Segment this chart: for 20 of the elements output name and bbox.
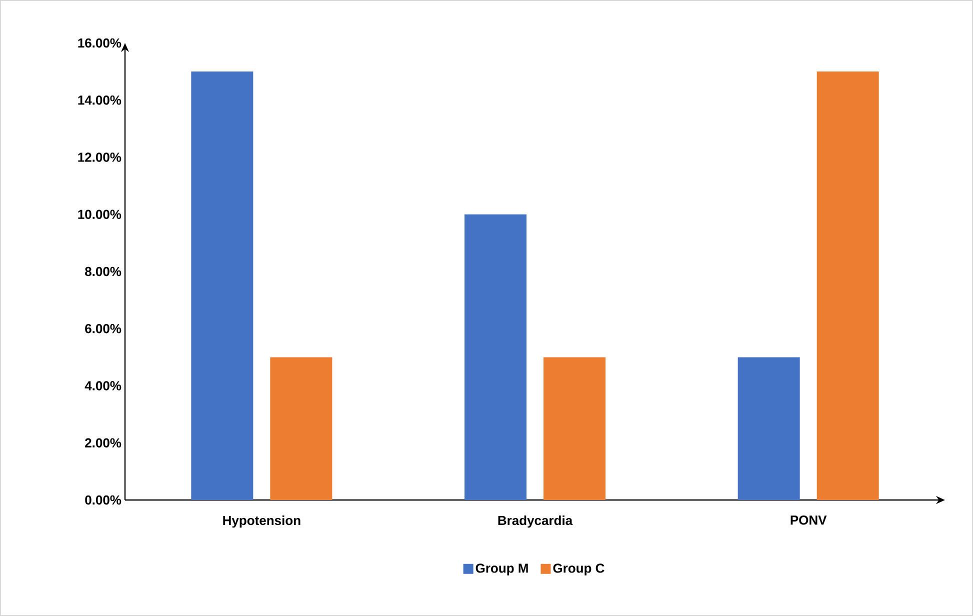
bar <box>544 357 606 500</box>
y-tick-label: 4.00% <box>84 381 122 390</box>
y-tick-label: 8.00% <box>85 266 122 276</box>
y-tick-label: 0.00% <box>85 495 122 505</box>
y-tick-label: 16.00% <box>78 38 122 48</box>
bar <box>464 214 527 500</box>
bar <box>816 72 879 500</box>
x-tick-label: Bradycardia <box>498 516 573 528</box>
legend-label: Group C <box>553 564 604 576</box>
y-tick-label: 12.00% <box>78 152 122 162</box>
bar <box>270 357 332 500</box>
x-tick-label: Hypotension <box>223 516 300 528</box>
bar <box>191 72 254 500</box>
y-tick-label: 10.00% <box>78 210 122 219</box>
legend-label: Group M <box>476 564 528 576</box>
y-tick-label: 2.00% <box>85 438 122 448</box>
y-tick-label: 6.00% <box>85 324 122 334</box>
x-tick-label: PONV <box>790 516 827 525</box>
y-tick-label: 14.00% <box>78 96 122 105</box>
bar <box>738 357 800 500</box>
